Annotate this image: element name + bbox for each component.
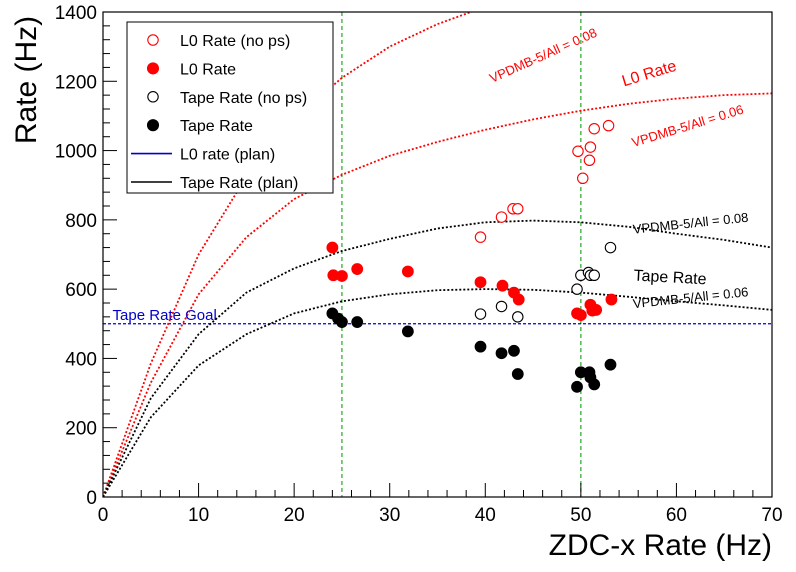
y-tick-label: 200 [65,419,97,440]
plan-curve-4 [103,12,474,497]
data-point [605,293,618,306]
tape-rate-goal-label: Tape Rate Goal [113,307,217,324]
data-point [604,241,617,254]
plot-frame [102,11,773,498]
data-point [588,122,600,135]
y-tick-label: 800 [65,211,97,232]
data-point [512,311,524,323]
data-point [574,309,587,322]
x-axis-label: ZDC-x Rate (Hz) [549,529,772,562]
legend-label: L0 Rate (no ps) [180,33,290,50]
data-point [590,304,603,316]
data-point [401,325,414,338]
legend-marker-swatch [147,34,159,46]
data-point [351,263,364,275]
x-tick-label: 70 [761,505,782,526]
y-tick-label: 0 [86,488,97,509]
plan-curves [103,12,772,497]
x-tick-label: 50 [570,505,591,526]
y-tick-label: 400 [65,349,97,370]
data-point [508,344,520,357]
legend-box [126,21,334,194]
legend-label: Tape Rate (plan) [180,175,298,192]
legend-marker-swatch [146,62,160,75]
data-point [572,145,584,158]
data-point [336,316,348,328]
y-tick-label: 600 [65,280,97,301]
data-point [336,270,348,282]
y-tick-label: 1400 [55,3,97,24]
x-tick-label: 40 [475,505,496,526]
x-tick-label: 30 [379,505,400,526]
legend-label: Tape Rate [180,118,253,135]
data-point [512,203,524,215]
data-point [495,300,508,313]
legend-marker-swatch [146,119,160,132]
data-point [602,119,615,132]
y-tick-label: 1000 [55,142,97,163]
curve-annotation: Tape Rate [633,267,707,288]
legend-marker-swatch [147,91,159,103]
data-point [326,241,339,254]
data-point [474,276,487,289]
data-point [577,172,589,185]
x-tick-label: 10 [188,505,209,526]
plan-curve-7 [103,288,772,497]
legend-label: L0 rate (plan) [180,147,275,164]
data-point [401,265,414,278]
data-point [495,347,508,360]
data-point [474,340,487,353]
legend-label: Tape Rate (no ps) [180,90,307,107]
data-point [583,154,596,167]
legend-label: L0 Rate [180,61,236,78]
data-point [588,378,601,391]
data-point [588,269,600,282]
y-axis-label: Rate (Hz) [10,16,43,144]
data-point [571,380,583,393]
data-point [351,316,364,328]
data-point [474,308,487,320]
x-tick-label: 0 [98,505,109,526]
data-point [474,231,487,243]
data-point [496,279,509,292]
x-tick-label: 60 [666,505,687,526]
plan-curve-5 [103,92,772,497]
x-tick-label: 20 [284,505,305,526]
legend: L0 Rate (no ps) L0 Rate Tape Rate (no ps) T… [126,21,334,194]
data-points [326,119,618,393]
data-point [604,358,617,371]
y-tick-label: 1200 [55,72,97,93]
data-point [495,211,508,223]
data-point [571,283,583,295]
reference-lines: Tape Rate Goal [103,12,772,497]
data-point [511,368,524,380]
data-point [512,293,525,306]
axes: 0 10 20 30 40 50 60 70 0 200 400 600 800 1000 1200 1400 [55,3,783,526]
data-point [584,141,597,153]
